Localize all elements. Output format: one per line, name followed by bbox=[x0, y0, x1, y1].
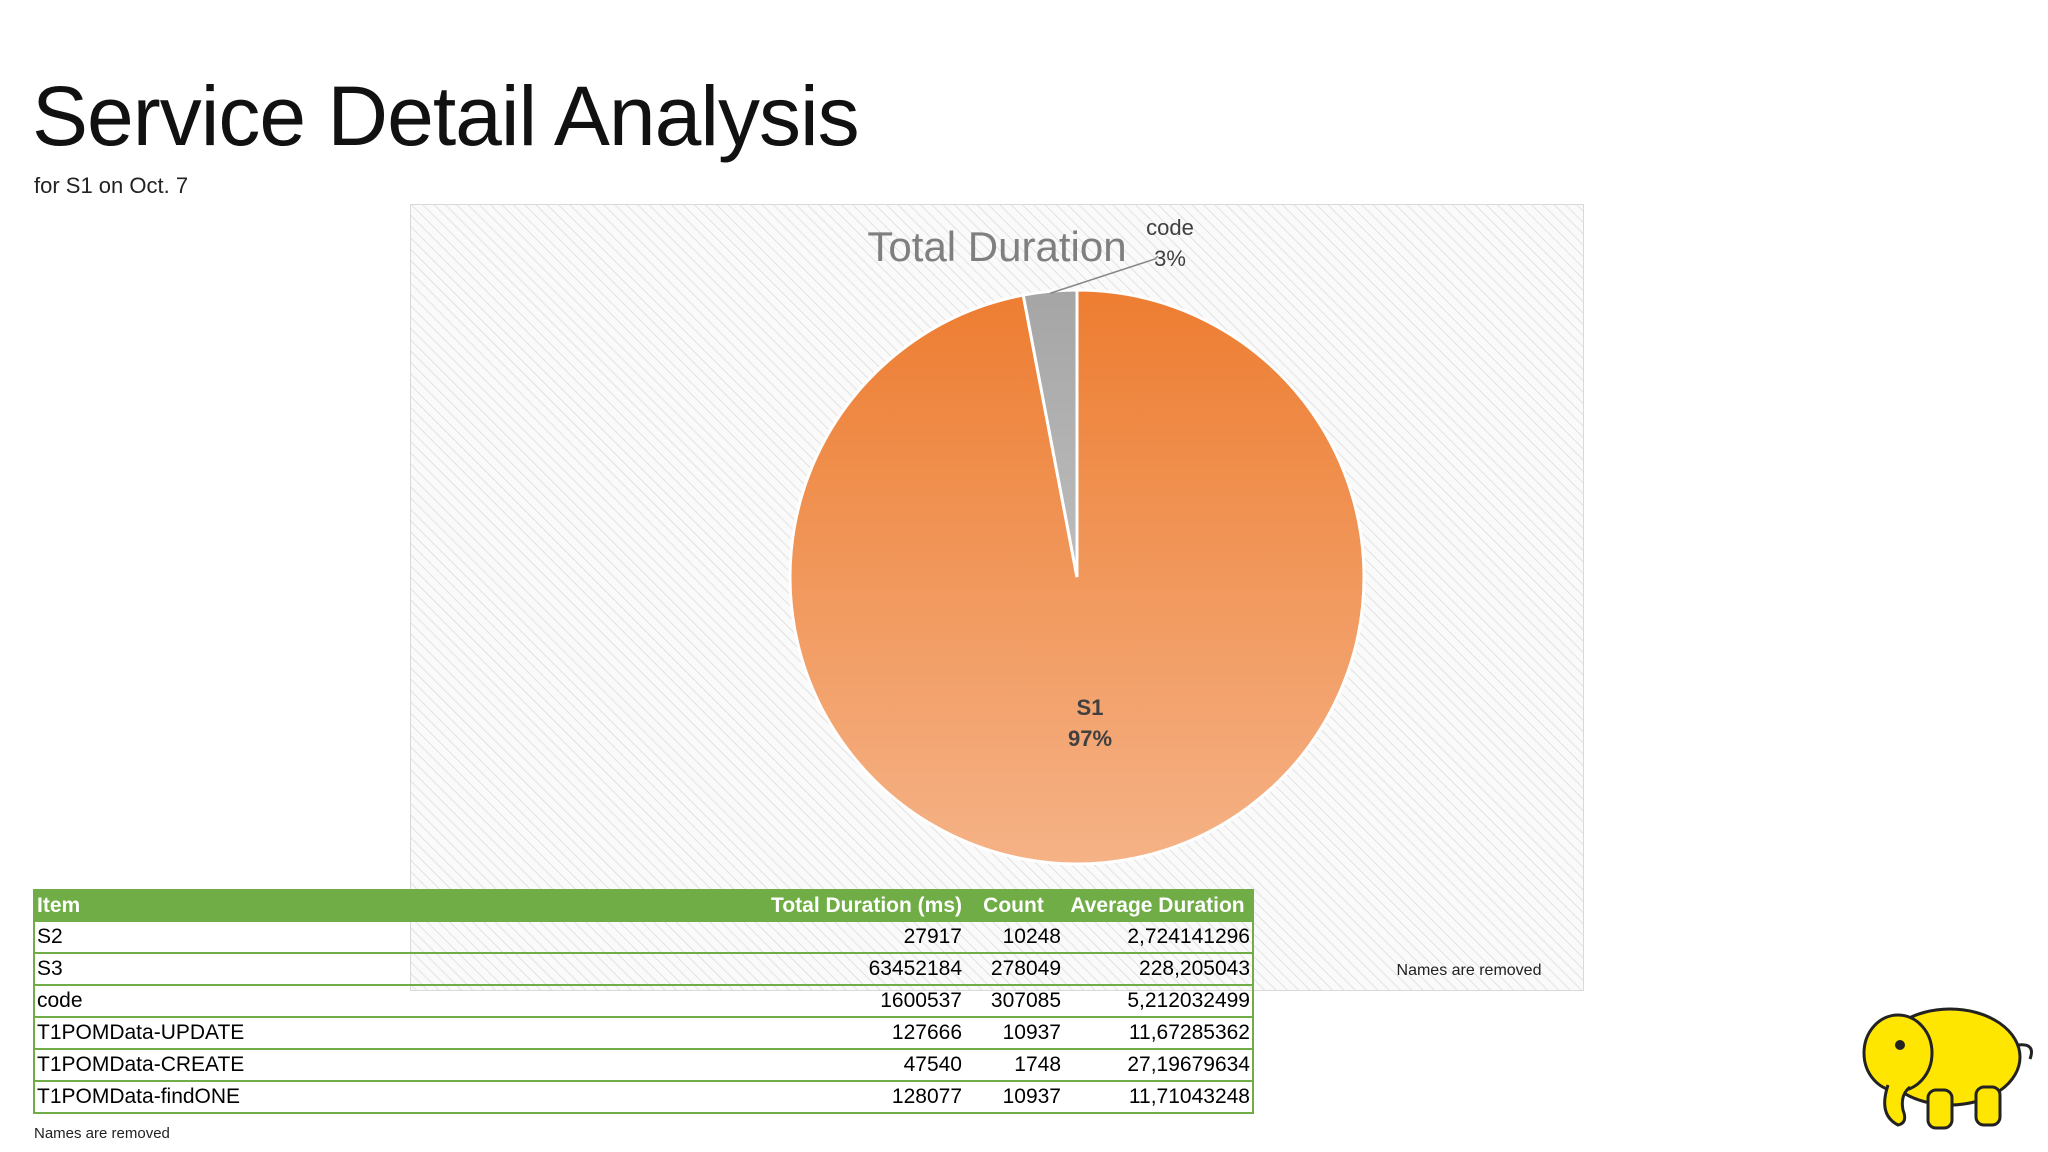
table-cell: 307085 bbox=[964, 985, 1063, 1018]
slide-title: Service Detail Analysis bbox=[32, 69, 860, 163]
table-cell: T1POMData-UPDATE bbox=[33, 1017, 720, 1050]
table-note: Names are removed bbox=[34, 1125, 170, 1142]
table-cell: T1POMData-CREATE bbox=[33, 1049, 720, 1082]
table-cell: 10248 bbox=[964, 922, 1063, 954]
table-body: S2 27917 10248 2,724141296 S3 63452184 278049 2… bbox=[33, 922, 1254, 1114]
table-cell: 27917 bbox=[720, 922, 964, 954]
leader-line bbox=[1049, 255, 1159, 294]
table-cell: 10937 bbox=[964, 1017, 1063, 1050]
table-cell: 10937 bbox=[964, 1081, 1063, 1114]
table-cell: S3 bbox=[33, 953, 720, 986]
table-cell: T1POMData-findONE bbox=[33, 1081, 720, 1114]
table-row: code 1600537 307085 5,212032499 bbox=[33, 985, 1254, 1018]
table-cell: 63452184 bbox=[720, 953, 964, 986]
table-cell: 27,19679634 bbox=[1063, 1049, 1254, 1082]
table-cell: 127666 bbox=[720, 1017, 964, 1050]
column-header: Item bbox=[33, 889, 720, 922]
table-cell: 228,205043 bbox=[1063, 953, 1254, 986]
chart-title: Total Duration bbox=[867, 223, 1126, 270]
table-row: T1POMData-findONE 128077 10937 11,71043248 bbox=[33, 1081, 1254, 1114]
slice-label: code bbox=[1146, 215, 1194, 240]
table-cell: 128077 bbox=[720, 1081, 964, 1114]
slice-value-label: 3% bbox=[1154, 246, 1186, 271]
slice-value-label: 97% bbox=[1068, 726, 1112, 751]
chart: Total Duration Names are removed S1 97% co… bbox=[410, 204, 1584, 991]
table-row: T1POMData-UPDATE 127666 10937 11,67285362 bbox=[33, 1017, 1254, 1050]
column-header: Average Duration bbox=[1063, 889, 1254, 922]
table-cell: 1748 bbox=[964, 1049, 1063, 1082]
table-row: T1POMData-CREATE 47540 1748 27,19679634 bbox=[33, 1049, 1254, 1082]
table-cell: code bbox=[33, 985, 720, 1018]
slice-label: S1 bbox=[1077, 695, 1104, 720]
table-cell: 11,67285362 bbox=[1063, 1017, 1254, 1050]
table-cell: 1600537 bbox=[720, 985, 964, 1018]
table-cell: 5,212032499 bbox=[1063, 985, 1254, 1018]
table-row: S2 27917 10248 2,724141296 bbox=[33, 922, 1254, 954]
table-header: Item Total Duration (ms) Count Average Dura… bbox=[33, 889, 1254, 922]
pie-slice bbox=[1021, 288, 1079, 578]
column-header: Total Duration (ms) bbox=[720, 889, 964, 922]
data-table: Item Total Duration (ms) Count Average Dura… bbox=[33, 889, 1254, 1114]
slide-subtitle: for S1 on Oct. 7 bbox=[34, 173, 189, 198]
table-cell: 278049 bbox=[964, 953, 1063, 986]
column-header: Count bbox=[964, 889, 1063, 922]
table-cell: 2,724141296 bbox=[1063, 922, 1254, 954]
chart-note: Names are removed bbox=[1397, 962, 1542, 979]
hadoop-logo bbox=[1862, 1007, 2033, 1130]
table-cell: S2 bbox=[33, 922, 720, 954]
table-cell: 47540 bbox=[720, 1049, 964, 1082]
table-cell: 11,71043248 bbox=[1063, 1081, 1254, 1114]
table-row: S3 63452184 278049 228,205043 bbox=[33, 953, 1254, 986]
